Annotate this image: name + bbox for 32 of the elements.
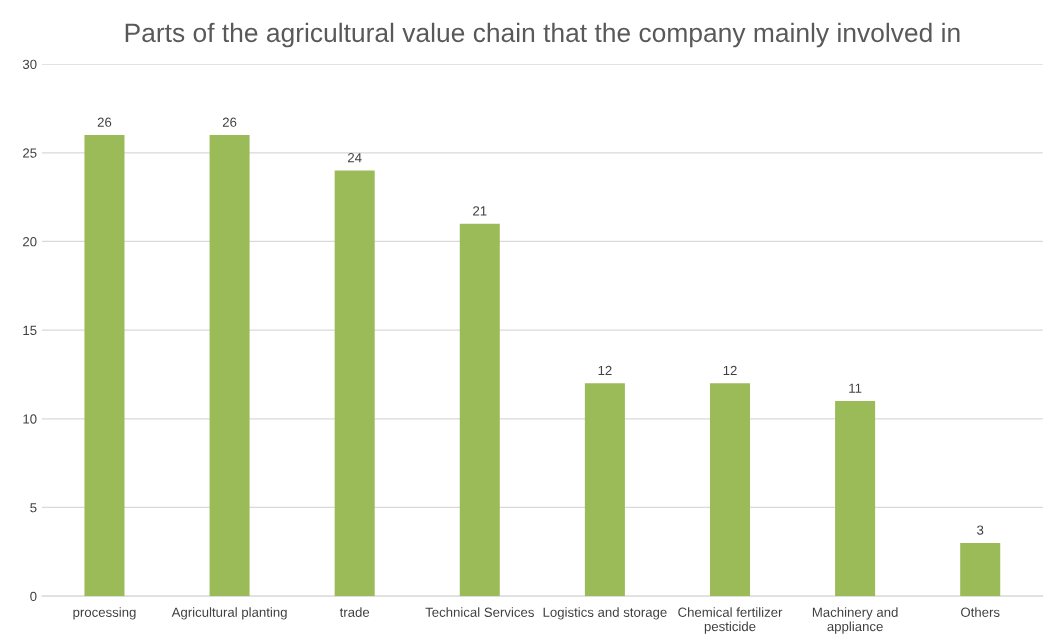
x-tick-label: Others — [961, 607, 1000, 617]
x-tick-label: Logistics and storage — [543, 607, 667, 620]
data-label: 26 — [222, 117, 237, 127]
x-tick-label: trade — [339, 607, 370, 617]
y-tick-label: 10 — [23, 414, 37, 424]
data-label: 12 — [598, 365, 612, 376]
x-tick-label: Technical Services — [425, 607, 534, 617]
bar — [584, 383, 625, 597]
y-tick-label: 0 — [30, 591, 37, 602]
y-tick-label: 20 — [23, 237, 37, 247]
x-tick-label: Chemical fertilizer pesticide — [678, 607, 783, 634]
x-tick-label: processing — [73, 607, 136, 620]
chart-title: Parts of the agricultural value chain that the company mainly involved in — [125, 22, 960, 48]
bar — [84, 135, 125, 597]
bar — [459, 223, 500, 597]
x-tick-label: Machinery and appliance — [812, 607, 898, 634]
data-label: 12 — [723, 365, 737, 376]
bar — [209, 135, 250, 597]
y-tick-label: 25 — [23, 148, 37, 158]
data-label: 21 — [473, 206, 487, 216]
data-label: 24 — [348, 153, 362, 163]
bar — [709, 383, 751, 597]
data-label: 11 — [849, 383, 862, 393]
data-label: 3 — [977, 525, 984, 535]
bar — [334, 170, 375, 597]
bar — [960, 542, 1001, 597]
y-tick-label: 30 — [22, 59, 37, 70]
y-tick-label: 5 — [30, 503, 37, 513]
x-tick-label: Agricultural planting — [171, 607, 287, 620]
y-tick-label: 15 — [23, 325, 37, 336]
data-label: 26 — [97, 117, 112, 127]
bar — [835, 401, 876, 597]
